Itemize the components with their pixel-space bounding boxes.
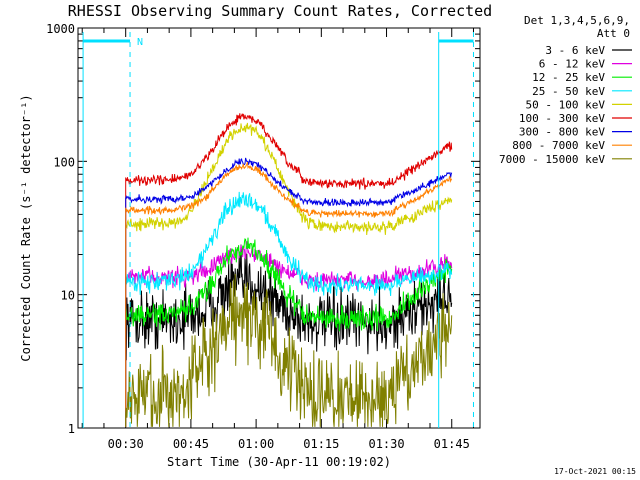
x-tick-label: 01:00 xyxy=(238,437,274,451)
legend-label: 12 - 25 keV xyxy=(532,71,605,84)
series-group xyxy=(125,112,453,427)
series-line-3 xyxy=(125,191,453,427)
series-line-0 xyxy=(125,244,453,427)
x-tick-label: 00:45 xyxy=(173,437,209,451)
annotation-label: N xyxy=(137,37,143,48)
series-line-6 xyxy=(125,157,453,427)
y-tick-label: 100 xyxy=(53,155,75,169)
y-tick-label: 10 xyxy=(61,289,75,303)
y-axis-ticks: 1 10 100 1000 xyxy=(46,22,480,436)
x-tick-label: 01:15 xyxy=(303,437,339,451)
y-tick-label: 1 xyxy=(68,422,75,436)
legend-label: 7000 - 15000 keV xyxy=(499,153,605,166)
legend-label: 50 - 100 keV xyxy=(526,98,606,111)
legend-label: 3 - 6 keV xyxy=(545,44,605,57)
plot-frame xyxy=(77,27,481,429)
series-line-2 xyxy=(125,237,453,427)
timestamp: 17-Oct-2021 00:15 xyxy=(554,467,636,476)
legend-label: 25 - 50 keV xyxy=(532,85,605,98)
legend-label: 6 - 12 keV xyxy=(539,58,606,71)
series-line-7 xyxy=(125,161,453,427)
x-tick-label: 01:45 xyxy=(434,437,470,451)
y-tick-label: 1000 xyxy=(46,22,75,36)
x-axis-ticks: 00:30 00:45 01:00 01:15 01:30 01:45 xyxy=(81,28,474,451)
legend-label: 100 - 300 keV xyxy=(519,112,605,125)
x-tick-label: 01:30 xyxy=(368,437,404,451)
x-axis-label: Start Time (30-Apr-11 00:19:02) xyxy=(167,455,391,469)
series-line-5 xyxy=(125,112,453,427)
x-tick-label: 00:30 xyxy=(108,437,144,451)
y-axis-label: Corrected Count Rate (s⁻¹ detector⁻¹) xyxy=(19,94,33,361)
chart-title: RHESSI Observing Summary Count Rates, Co… xyxy=(68,2,492,20)
legend-header: Att 0 xyxy=(597,27,630,40)
legend-header: Det 1,3,4,5,6,9, xyxy=(524,14,630,27)
legend-label: 800 - 7000 keV xyxy=(512,139,605,152)
series-line-4 xyxy=(125,122,453,427)
series-line-8 xyxy=(125,273,453,427)
series-line-1 xyxy=(125,241,453,427)
legend-label: 300 - 800 keV xyxy=(519,126,605,139)
